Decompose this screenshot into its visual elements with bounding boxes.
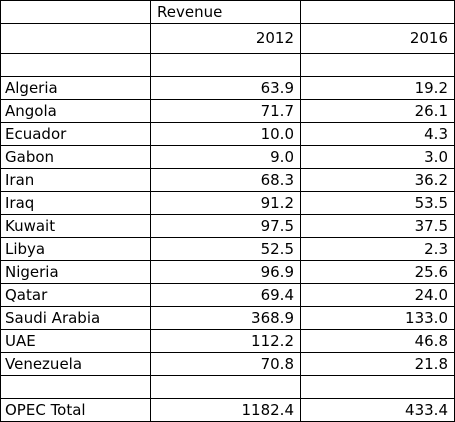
table-row: Venezuela 70.8 21.8 bbox=[0, 352, 455, 376]
blank-cell bbox=[0, 53, 151, 77]
revenue-2016-cell: 19.2 bbox=[300, 76, 455, 100]
blank-cell bbox=[150, 53, 301, 77]
country-cell: Iraq bbox=[0, 191, 151, 215]
revenue-2012-cell: 96.9 bbox=[150, 260, 301, 284]
total-label: OPEC Total bbox=[0, 398, 151, 422]
total-row: OPEC Total 1182.4 433.4 bbox=[0, 398, 455, 422]
table-row: Angola 71.7 26.1 bbox=[0, 99, 455, 123]
country-cell: Nigeria bbox=[0, 260, 151, 284]
revenue-2012-cell: 63.9 bbox=[150, 76, 301, 100]
revenue-2016-cell: 46.8 bbox=[300, 329, 455, 353]
country-cell: Gabon bbox=[0, 145, 151, 169]
year-2016-header: 2016 bbox=[300, 23, 455, 54]
country-cell: Venezuela bbox=[0, 352, 151, 376]
country-cell: Angola bbox=[0, 99, 151, 123]
header-empty-cell bbox=[300, 0, 455, 24]
blank-cell bbox=[0, 375, 151, 399]
total-2012: 1182.4 bbox=[150, 398, 301, 422]
revenue-2012-cell: 68.3 bbox=[150, 168, 301, 192]
table-row: Ecuador 10.0 4.3 bbox=[0, 122, 455, 146]
year-row: 2012 2016 bbox=[0, 23, 455, 54]
revenue-2016-cell: 133.0 bbox=[300, 306, 455, 330]
country-cell: Kuwait bbox=[0, 214, 151, 238]
revenue-2016-cell: 25.6 bbox=[300, 260, 455, 284]
revenue-2012-cell: 97.5 bbox=[150, 214, 301, 238]
table-row: Nigeria 96.9 25.6 bbox=[0, 260, 455, 284]
revenue-2012-cell: 112.2 bbox=[150, 329, 301, 353]
table-row: Kuwait 97.5 37.5 bbox=[0, 214, 455, 238]
blank-cell bbox=[300, 375, 455, 399]
country-cell: Ecuador bbox=[0, 122, 151, 146]
revenue-2016-cell: 3.0 bbox=[300, 145, 455, 169]
table-row: Algeria 63.9 19.2 bbox=[0, 76, 455, 100]
blank-cell bbox=[150, 375, 301, 399]
year-empty-cell bbox=[0, 23, 151, 54]
revenue-2012-cell: 52.5 bbox=[150, 237, 301, 261]
revenue-2016-cell: 53.5 bbox=[300, 191, 455, 215]
table-row: UAE 112.2 46.8 bbox=[0, 329, 455, 353]
revenue-2016-cell: 26.1 bbox=[300, 99, 455, 123]
header-row: Revenue bbox=[0, 0, 455, 24]
country-cell: Iran bbox=[0, 168, 151, 192]
table-row: Iraq 91.2 53.5 bbox=[0, 191, 455, 215]
total-2016: 433.4 bbox=[300, 398, 455, 422]
revenue-2016-cell: 4.3 bbox=[300, 122, 455, 146]
table-row: Iran 68.3 36.2 bbox=[0, 168, 455, 192]
revenue-2012-cell: 70.8 bbox=[150, 352, 301, 376]
country-cell: Algeria bbox=[0, 76, 151, 100]
revenue-2016-cell: 24.0 bbox=[300, 283, 455, 307]
revenue-2016-cell: 2.3 bbox=[300, 237, 455, 261]
country-cell: Saudi Arabia bbox=[0, 306, 151, 330]
header-empty-cell bbox=[0, 0, 151, 24]
country-cell: Libya bbox=[0, 237, 151, 261]
blank-cell bbox=[300, 53, 455, 77]
revenue-2012-cell: 10.0 bbox=[150, 122, 301, 146]
year-2012-header: 2012 bbox=[150, 23, 301, 54]
revenue-2016-cell: 21.8 bbox=[300, 352, 455, 376]
revenue-2012-cell: 69.4 bbox=[150, 283, 301, 307]
revenue-2012-cell: 91.2 bbox=[150, 191, 301, 215]
revenue-2012-cell: 368.9 bbox=[150, 306, 301, 330]
country-cell: Qatar bbox=[0, 283, 151, 307]
country-cell: UAE bbox=[0, 329, 151, 353]
revenue-header: Revenue bbox=[150, 0, 301, 24]
revenue-2012-cell: 71.7 bbox=[150, 99, 301, 123]
blank-row bbox=[0, 53, 455, 77]
revenue-2016-cell: 37.5 bbox=[300, 214, 455, 238]
table-row: Gabon 9.0 3.0 bbox=[0, 145, 455, 169]
revenue-2012-cell: 9.0 bbox=[150, 145, 301, 169]
table-row: Qatar 69.4 24.0 bbox=[0, 283, 455, 307]
revenue-2016-cell: 36.2 bbox=[300, 168, 455, 192]
table-row: Saudi Arabia 368.9 133.0 bbox=[0, 306, 455, 330]
table-row: Libya 52.5 2.3 bbox=[0, 237, 455, 261]
spacer-row bbox=[0, 375, 455, 399]
